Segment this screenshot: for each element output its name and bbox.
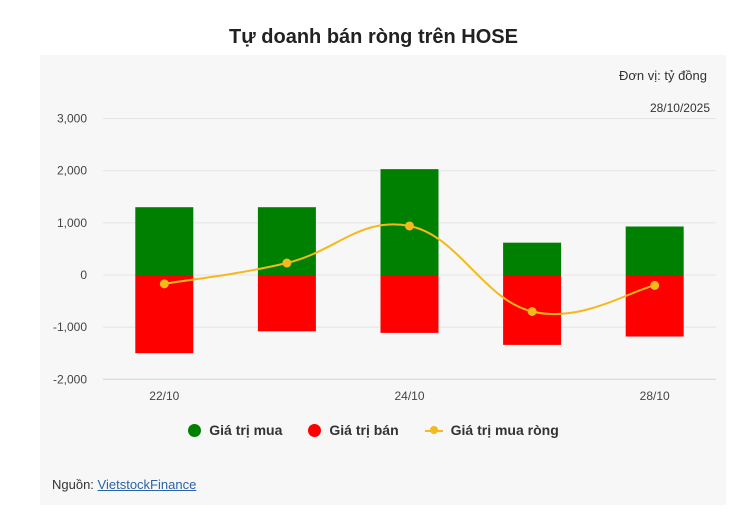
y-tick-label: -1,000 <box>53 320 87 334</box>
x-tick-label: 22/10 <box>149 389 179 403</box>
y-tick-label: 3,000 <box>57 112 87 126</box>
legend-net-marker-icon <box>424 424 443 437</box>
legend-net-label: Giá trị mua ròng <box>450 422 559 438</box>
y-tick-label: 0 <box>80 268 87 282</box>
y-tick-label: 1,000 <box>57 216 87 230</box>
buy-bar <box>625 226 684 275</box>
legend-sell-label: Giá trị bán <box>329 422 399 438</box>
net-point <box>282 258 292 268</box>
net-point <box>159 279 169 289</box>
net-point <box>527 307 537 317</box>
sell-bar <box>257 275 316 332</box>
legend-item-sell[interactable]: Giá trị bán <box>308 422 399 438</box>
source-link[interactable]: VietstockFinance <box>97 477 197 492</box>
unit-note: Đơn vị: tỷ đồng <box>618 68 707 83</box>
y-tick-label: -2,000 <box>53 372 87 386</box>
legend-item-net[interactable]: Giá trị mua ròng <box>424 422 559 438</box>
source-note: Nguồn: VietstockFinance <box>52 477 196 492</box>
x-tick-label: 28/10 <box>640 389 670 403</box>
net-point <box>650 280 660 290</box>
buy-bar <box>135 207 194 275</box>
legend-sell-marker-icon <box>308 423 322 437</box>
legend-buy-marker-icon <box>188 423 202 437</box>
chart-legend: Giá trị mua Giá trị bán Giá trị mua ròng <box>0 422 747 438</box>
y-tick-label: 2,000 <box>57 164 87 178</box>
legend-buy-label: Giá trị mua <box>209 422 283 438</box>
chart-title: Tự doanh bán ròng trên HOSE <box>229 26 518 48</box>
net-point <box>405 221 414 231</box>
sell-bar <box>380 275 439 333</box>
x-tick-label: 24/10 <box>394 389 424 403</box>
date-note: 28/10/2025 <box>649 101 710 115</box>
buy-bar <box>503 242 562 275</box>
source-label: Nguồn: <box>52 477 98 492</box>
legend-item-buy[interactable]: Giá trị mua <box>188 422 282 438</box>
